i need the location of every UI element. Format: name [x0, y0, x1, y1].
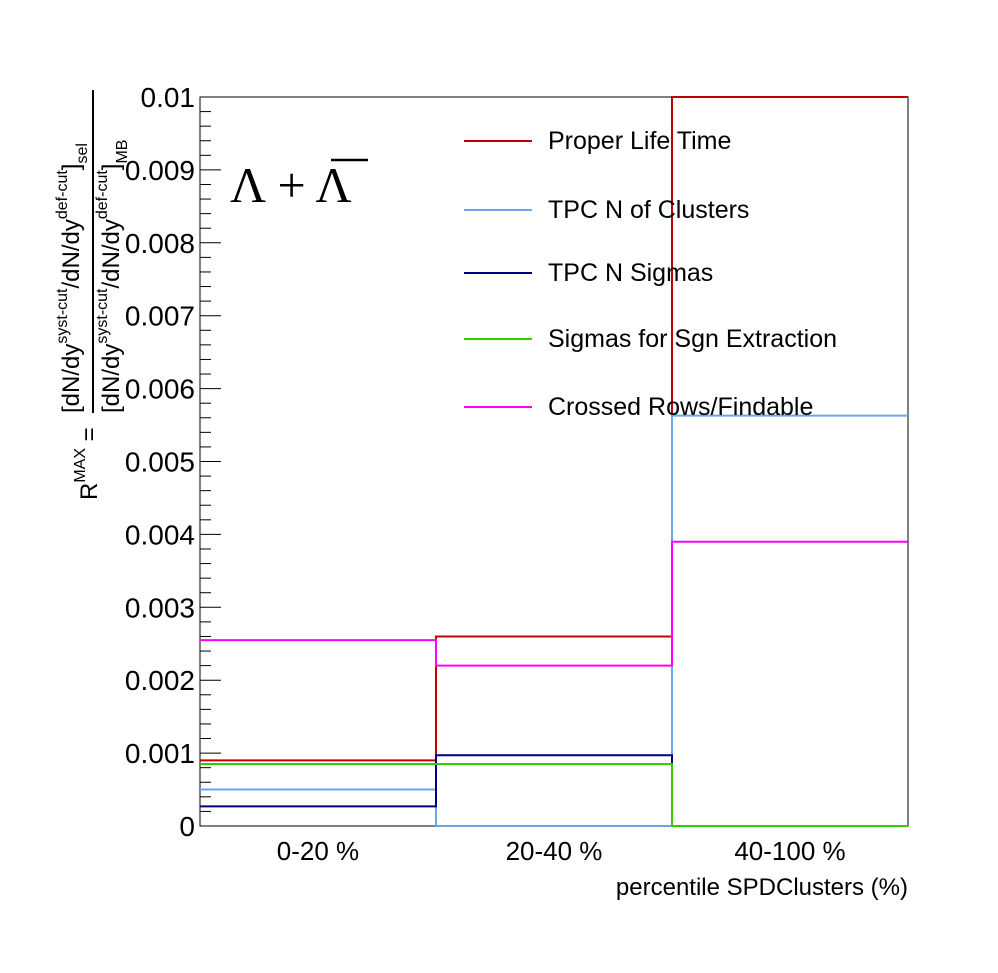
series-line-2 — [200, 754, 908, 827]
y-tick-label: 0.002 — [125, 665, 195, 696]
particle-annotation: Λ + Λ — [230, 157, 368, 213]
series-line-1 — [200, 414, 908, 827]
series-group — [200, 96, 908, 827]
y-axis-ticks — [200, 96, 221, 827]
y-tick-labels: 0 0.001 0.002 0.003 0.004 0.005 0.006 0.007 0.00… — [125, 82, 195, 842]
y-tick-label: 0.006 — [125, 374, 195, 405]
legend-label: Proper Life Time — [548, 127, 731, 155]
y-tick-label: 0 — [179, 811, 195, 842]
series-line-4 — [200, 540, 908, 667]
y-tick-label: 0.01 — [141, 82, 196, 113]
x-tick-label: 20-40 % — [506, 836, 603, 866]
legend-label: TPC N Sigmas — [548, 259, 713, 287]
y-label-denominator: [dN/dysyst-cut/dN/dydef-cut]MB — [94, 140, 131, 413]
legend-label: Crossed Rows/Findable — [548, 393, 813, 421]
y-tick-label: 0.007 — [125, 301, 195, 332]
x-tick-label: 40-100 % — [734, 836, 845, 866]
x-axis-label: percentile SPDClusters (%) — [616, 874, 908, 901]
y-axis-label: RMAX = [dN/dysyst-cut/dN/dydef-cut]sel [… — [54, 90, 131, 500]
y-tick-label: 0.005 — [125, 447, 195, 478]
y-tick-label: 0.001 — [125, 738, 195, 769]
y-tick-label: 0.004 — [125, 519, 195, 550]
annotation-text: Λ + Λ — [230, 157, 352, 213]
y-tick-label: 0.009 — [125, 155, 195, 186]
legend: Proper Life Time TPC N of Clusters TPC N S… — [464, 127, 837, 421]
y-label-numerator: [dN/dysyst-cut/dN/dydef-cut]sel — [54, 143, 91, 413]
y-tick-label: 0.008 — [125, 228, 195, 259]
legend-label: Sigmas for Sgn Extraction — [548, 325, 837, 353]
series-line-3 — [200, 763, 908, 827]
legend-label: TPC N of Clusters — [548, 196, 749, 224]
x-tick-label: 0-20 % — [277, 836, 359, 866]
y-label-prefix: RMAX = — [72, 427, 103, 500]
x-axis-ticks — [435, 805, 673, 826]
y-tick-label: 0.003 — [125, 592, 195, 623]
series-line-0 — [200, 96, 908, 762]
x-tick-labels: 0-20 % 20-40 % 40-100 % — [277, 836, 846, 866]
